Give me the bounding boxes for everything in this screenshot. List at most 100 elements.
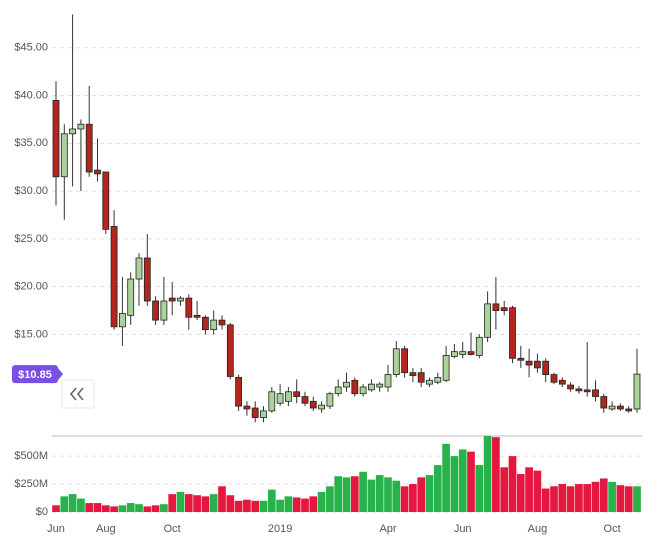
candle-body [492, 303, 500, 311]
volume-bar [110, 506, 118, 512]
candle-body [583, 389, 591, 393]
volume-bar [525, 467, 533, 512]
volume-bar [276, 499, 284, 512]
candle-body [218, 319, 226, 326]
candle-body [600, 396, 608, 409]
candle-body [450, 351, 458, 357]
volume-bar [359, 471, 367, 512]
volume-bar [442, 443, 450, 512]
volume-bar [259, 500, 268, 512]
nav-button-icon[interactable] [69, 387, 84, 401]
candle-body [475, 336, 483, 356]
candle-body [143, 257, 151, 302]
x-tick-label: Aug [96, 523, 116, 535]
candle-body [69, 128, 76, 135]
volume-bar [475, 465, 484, 512]
candle-body [85, 123, 93, 173]
candle-body [351, 379, 359, 395]
volume-bar [400, 486, 409, 512]
volume-bar [309, 496, 318, 512]
candle-body [484, 303, 492, 338]
volume-bar [243, 499, 251, 512]
candle-body [318, 404, 326, 410]
volume-bar [176, 491, 185, 512]
candle-body [367, 383, 375, 391]
volume-bar [624, 486, 633, 512]
candle-body [119, 313, 126, 328]
candle-body [401, 348, 409, 374]
volume-bar [575, 484, 583, 512]
candle-body [558, 379, 566, 385]
volume-bar [458, 449, 467, 512]
candle-body [334, 386, 342, 395]
candle-body [633, 373, 641, 410]
volume-bar [85, 503, 94, 512]
volume-bar [409, 484, 417, 512]
candle-body [77, 123, 85, 130]
candle-body [500, 307, 508, 311]
candle-body [276, 393, 284, 404]
y-tick-label: $45.00 [14, 42, 48, 54]
candle-body [301, 396, 309, 404]
volume-tick-label: $250M [14, 478, 48, 490]
last-price-badge-tip [58, 368, 63, 381]
volume-bar [558, 484, 567, 512]
volume-bar [392, 480, 401, 512]
candle-body [592, 389, 599, 397]
candle-body [60, 133, 68, 178]
candle-body [625, 408, 633, 412]
volume-bar [218, 486, 226, 512]
candle-body [392, 348, 400, 375]
volume-bar [541, 488, 550, 512]
candle-body [326, 393, 334, 407]
volume-bar [500, 467, 509, 512]
volume-bar [52, 505, 60, 512]
volume-bar [550, 486, 558, 512]
y-tick-label: $40.00 [14, 89, 48, 101]
candle-body [434, 377, 442, 383]
volume-bar [68, 494, 77, 512]
candle-body [542, 360, 550, 375]
candle-body [185, 297, 193, 318]
volume-bar [193, 495, 201, 512]
x-tick-label: 2019 [268, 523, 292, 535]
x-tick-label: Oct [604, 523, 621, 535]
volume-bar [350, 476, 359, 512]
candle-body [442, 355, 450, 381]
candle-body [284, 391, 292, 402]
volume-bar [135, 504, 143, 512]
candle-body [160, 300, 168, 321]
candle-body [575, 388, 583, 392]
candle-body [110, 226, 118, 328]
nav-button[interactable] [61, 379, 95, 409]
candle-body [550, 374, 558, 383]
candle-body [509, 307, 516, 359]
volume-bar [425, 475, 434, 512]
volume-bar [591, 481, 600, 512]
volume-bar [467, 451, 475, 512]
volume-tick-label: $500M [14, 450, 48, 462]
x-tick-label: Aug [528, 523, 548, 535]
volume-bar [616, 485, 625, 512]
volume-bar [533, 470, 542, 512]
last-price-label: $10.85 [18, 369, 52, 381]
volume-bar [566, 486, 575, 512]
volume-bar [317, 491, 326, 512]
volume-bar [143, 506, 152, 512]
candle-body [293, 391, 301, 397]
candle-body [260, 410, 267, 418]
volume-bar [201, 496, 210, 512]
candle-body [384, 374, 392, 388]
candle-body [459, 351, 467, 355]
candle-body [467, 351, 475, 355]
candle-body [534, 360, 541, 369]
volume-bar [508, 456, 517, 512]
volume-bar [267, 489, 276, 512]
candle-body [409, 372, 417, 376]
candle-body [201, 316, 209, 331]
candle-body [193, 314, 201, 318]
y-tick-label: $15.00 [14, 328, 48, 340]
candle-body [52, 99, 60, 178]
volume-bar [483, 436, 492, 512]
x-tick-label: Apr [379, 523, 396, 535]
